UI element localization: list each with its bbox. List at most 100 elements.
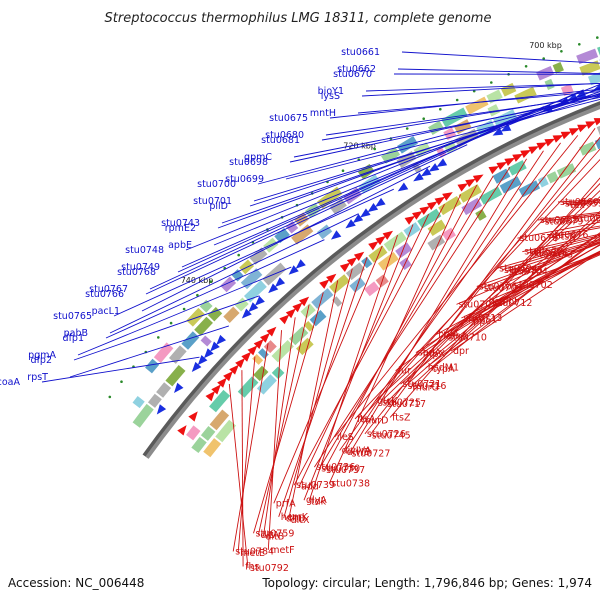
reverse-gene-arrow [382, 230, 394, 240]
reverse-gene-label: metE [240, 548, 265, 559]
reverse-leader-line [400, 219, 600, 385]
feature-block [514, 86, 537, 104]
forward-leader-line [321, 94, 600, 141]
feature-block [311, 288, 334, 309]
feature-block [508, 160, 527, 176]
feature-block [303, 320, 315, 332]
reverse-gene-arrow [457, 183, 469, 192]
reverse-gene-arrow [568, 128, 580, 136]
feature-block [194, 316, 213, 336]
reverse-gene-arrow [520, 150, 531, 158]
reverse-leader-line [420, 232, 600, 355]
forward-gene-arrow [345, 219, 356, 229]
reverse-gene-arrow [346, 257, 358, 267]
tick-dot [341, 169, 345, 172]
reverse-leader-line [405, 215, 600, 387]
feature-block [215, 419, 237, 443]
feature-block [479, 186, 503, 205]
reverse-gene-label: stu0737 [326, 465, 365, 476]
reverse-gene-arrow [465, 178, 476, 188]
feature-block [200, 426, 216, 441]
reverse-gene-arrow [326, 273, 337, 284]
feature-block [199, 299, 213, 313]
reverse-gene-arrow [512, 153, 523, 162]
forward-gene-arrow [216, 334, 227, 345]
forward-leader-line [113, 188, 394, 317]
forward-gene-arrow [367, 203, 379, 213]
tick-dot [209, 280, 213, 283]
reverse-gene-label: stu0739 [296, 480, 335, 491]
reverse-gene-label: stu0693 [534, 250, 573, 261]
reverse-gene-label: dltB [265, 531, 284, 542]
forward-gene-arrow [288, 265, 299, 275]
reverse-leader-line [450, 251, 600, 352]
reverse-gene-label: stu0730 [321, 464, 360, 475]
forward-gene-label: stu0675 [269, 113, 308, 124]
feature-block [249, 247, 268, 265]
feature-block [168, 345, 187, 364]
reverse-leader-line [349, 158, 527, 454]
reverse-gene-label: stu0759 [256, 528, 295, 539]
reverse-gene-label: ptsK [555, 232, 577, 243]
forward-leader-line [221, 91, 600, 224]
reverse-gene-arrow [235, 358, 245, 369]
feature-block [364, 281, 380, 297]
forward-gene-label: pgmA [28, 350, 56, 361]
forward-leader-line [285, 98, 600, 180]
accession-label: Accession: NC_006448 [8, 576, 144, 590]
reverse-gene-label: ileS [337, 432, 354, 443]
feature-block [492, 168, 511, 184]
reverse-gene-label: fhs [245, 562, 259, 573]
reverse-gene-label: stu0707 [459, 299, 498, 310]
feature-block [576, 48, 599, 65]
feature-block [361, 256, 373, 269]
reverse-gene-arrow [217, 377, 227, 388]
reverse-gene-label: murG [412, 382, 439, 393]
feature-block [240, 268, 263, 290]
forward-gene-label: dfp2 [31, 355, 52, 366]
feature-tracks [132, 46, 600, 458]
feature-block [476, 119, 496, 136]
forward-gene-label: stu0765 [53, 311, 92, 322]
feature-block [395, 242, 413, 259]
reverse-leader-line [410, 210, 600, 388]
forward-gene-label: bioY1 [318, 86, 344, 97]
reverse-gene-label: stu0664 [575, 214, 600, 225]
reverse-gene-arrow [536, 142, 548, 151]
forward-gene-arrow [397, 182, 409, 192]
forward-leader-line [217, 88, 600, 229]
reverse-leader-line [384, 182, 600, 405]
reverse-leader-line [283, 268, 353, 519]
reverse-leader-line [344, 150, 544, 453]
feature-block [132, 403, 154, 428]
reverse-gene-arrow [472, 174, 484, 183]
reverse-gene-arrow [266, 326, 277, 337]
feature-block [556, 163, 577, 179]
forward-leader-line [293, 96, 600, 158]
reverse-gene-label: stu0704 [509, 266, 548, 277]
reverse-leader-line [415, 233, 600, 353]
feature-block [181, 331, 200, 350]
forward-gene-label: stu0748 [125, 245, 164, 256]
forward-gene-arrow [274, 277, 286, 287]
reverse-gene-label: ftsZ [392, 412, 411, 423]
forward-leader-line [325, 95, 600, 136]
forward-gene-label: stu0701 [193, 196, 232, 207]
feature-block [427, 234, 446, 251]
feature-block [427, 219, 447, 237]
reverse-gene-arrow [419, 206, 431, 215]
forward-gene-label: stu0767 [89, 284, 128, 295]
reverse-gene-arrow [177, 425, 187, 436]
forward-gene-label: dfp1 [63, 333, 84, 344]
feature-block [209, 389, 231, 413]
tick-dot [169, 321, 173, 325]
reverse-gene-label: stu0665 [540, 215, 579, 226]
forward-gene-label: stu0700 [197, 179, 236, 190]
feature-block [186, 425, 201, 441]
reverse-gene-arrow [577, 124, 588, 133]
feature-block [443, 140, 458, 154]
forward-gene-arrow [420, 167, 432, 177]
tick-dot [524, 65, 528, 68]
feature-block [345, 262, 366, 281]
